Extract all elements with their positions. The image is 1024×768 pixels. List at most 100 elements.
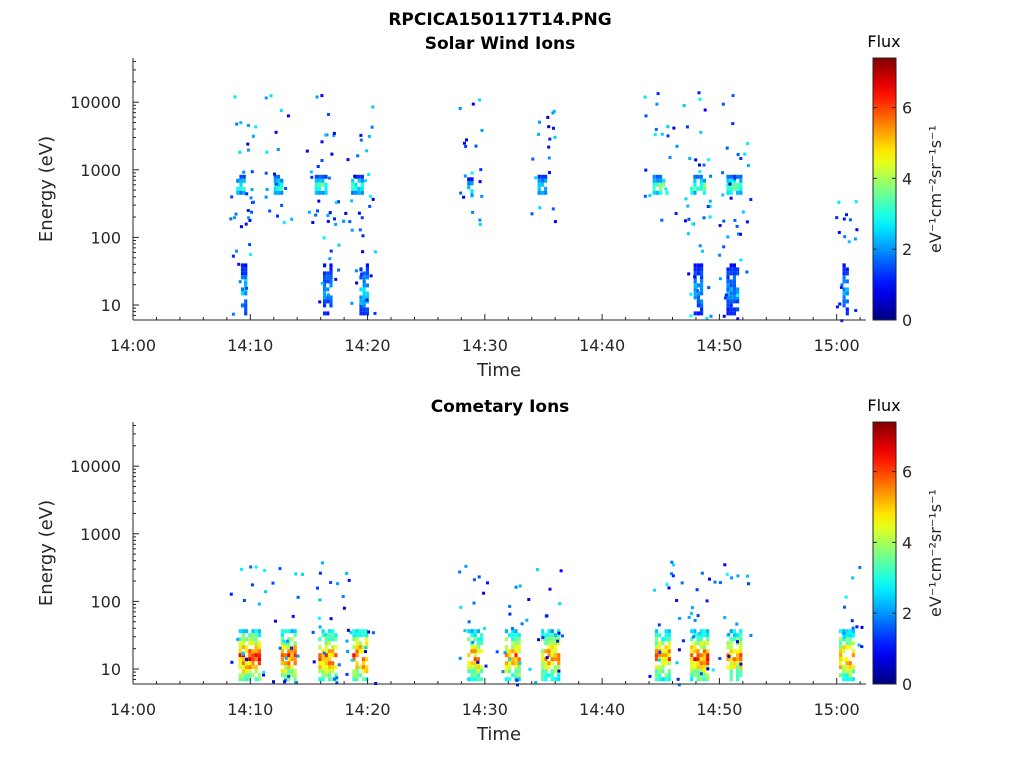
heatmap-cell [544, 190, 548, 195]
scatter-pixel [838, 302, 842, 306]
heatmap-cell [693, 178, 697, 183]
scatter-pixel [677, 648, 681, 652]
heatmap-cell [702, 641, 707, 646]
heatmap-cell [553, 669, 558, 674]
heatmap-cell [693, 673, 697, 678]
scatter-pixel [310, 175, 314, 179]
heatmap-cell [726, 311, 730, 316]
scatter-pixel [698, 170, 702, 174]
heatmap-cell [732, 311, 736, 316]
scatter-pixel [317, 199, 321, 203]
scatter-pixel [541, 636, 545, 639]
heatmap-cell [736, 271, 740, 276]
scatter-pixel [534, 176, 538, 180]
heatmap-cell [667, 649, 671, 654]
heatmap-cell [358, 673, 362, 678]
heatmap-cell [244, 299, 248, 304]
heatmap-cell [557, 633, 561, 638]
heatmap-cell [324, 657, 328, 662]
heatmap-cell [726, 307, 730, 312]
scatter-pixel [837, 231, 841, 234]
heatmap-cell [238, 657, 242, 662]
scatter-pixel [247, 216, 251, 220]
heatmap-cell [318, 657, 322, 662]
heatmap-cell [729, 645, 733, 650]
heatmap-cell [729, 637, 733, 642]
heatmap-cell [470, 649, 474, 654]
heatmap-cell [293, 633, 297, 638]
heatmap-cell [254, 649, 258, 654]
heatmap-cell [547, 661, 551, 666]
heatmap-cell [732, 637, 736, 642]
heatmap-cell [553, 665, 558, 670]
scatter-pixel [681, 639, 685, 643]
heatmap-cell [658, 677, 662, 682]
heatmap-cell [736, 174, 740, 179]
heatmap-cell [473, 677, 477, 682]
heatmap-cell [726, 645, 730, 650]
heatmap-cell [699, 665, 703, 670]
scatter-pixel [536, 568, 539, 572]
heatmap-cell [276, 182, 281, 187]
heatmap-cell [667, 653, 671, 658]
heatmap-cell [284, 645, 288, 650]
heatmap-cell [553, 633, 558, 638]
scatter-pixel [731, 94, 735, 98]
heatmap-cell [517, 641, 521, 646]
scatter-pixel [334, 201, 338, 205]
scatter-pixel [363, 179, 367, 183]
heatmap-cell [541, 629, 545, 634]
heatmap-cell [851, 641, 855, 646]
heatmap-cell [327, 653, 332, 658]
heatmap-cell [851, 649, 855, 654]
heatmap-cell [667, 641, 671, 646]
scatter-pixel [694, 158, 698, 162]
scatter-pixel [245, 192, 249, 196]
scatter-pixel [368, 194, 372, 198]
scatter-pixel [548, 171, 551, 175]
scatter-pixel [721, 102, 725, 106]
heatmap-cell [655, 178, 659, 183]
heatmap-cell [664, 637, 668, 642]
scatter-pixel [486, 581, 489, 585]
heatmap-cell [658, 645, 662, 650]
heatmap-cell [280, 661, 284, 666]
heatmap-cell [550, 641, 554, 646]
heatmap-cell [293, 661, 297, 666]
heatmap-cell [848, 669, 852, 674]
heatmap-cell [845, 645, 849, 650]
scatter-pixel [361, 250, 365, 254]
heatmap-cell [842, 673, 846, 678]
scatter-pixel [350, 199, 354, 203]
heatmap-cell [321, 182, 325, 187]
colorbar-tick-label: 2 [902, 604, 912, 623]
heatmap-cell [280, 178, 284, 183]
scatter-pixel [471, 640, 475, 644]
heatmap-cell [323, 287, 327, 292]
heatmap-cell [242, 186, 246, 191]
heatmap-cell [550, 669, 554, 674]
scatter-pixel [733, 177, 737, 181]
heatmap-cell [352, 677, 356, 682]
heatmap-cell [241, 669, 245, 674]
scatter-pixel [373, 250, 377, 254]
scatter-pixel [723, 616, 727, 619]
heatmap-cell [736, 633, 740, 638]
heatmap-cell [658, 633, 662, 638]
scatter-pixel [709, 174, 713, 178]
heatmap-cell [257, 653, 261, 658]
scatter-pixel [657, 623, 661, 627]
heatmap-cell [511, 673, 515, 678]
scatter-pixel [723, 296, 727, 300]
scatter-pixel [850, 619, 854, 623]
heatmap-cell [244, 271, 248, 276]
heatmap-cell [702, 645, 707, 650]
heatmap-cell [508, 661, 512, 666]
scatter-pixel [347, 578, 351, 582]
heatmap-cell [654, 633, 659, 638]
heatmap-cell [726, 641, 730, 646]
scatter-pixel [329, 581, 333, 584]
heatmap-cell [514, 641, 518, 646]
scatter-pixel [334, 222, 338, 226]
heatmap-cell [352, 669, 356, 674]
